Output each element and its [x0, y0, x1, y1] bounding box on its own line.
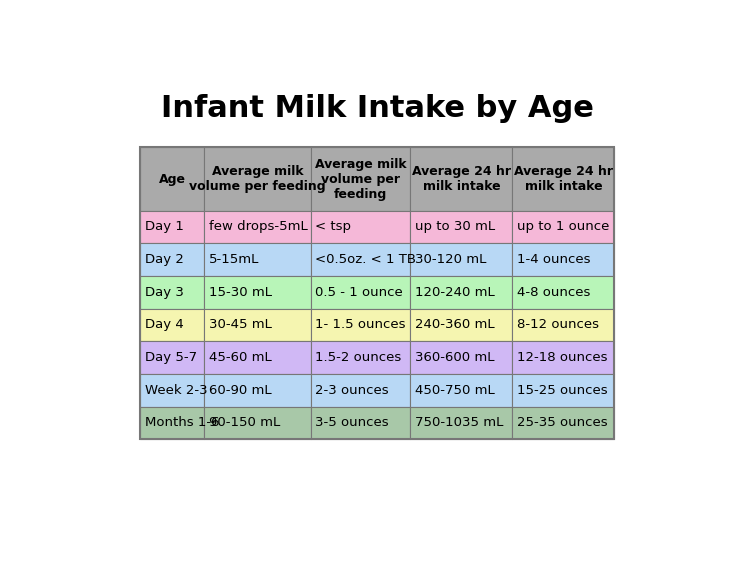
Text: Day 2: Day 2 [145, 253, 183, 266]
Bar [204, 148, 311, 211]
Text: 12-18 ounces: 12-18 ounces [517, 351, 607, 364]
Text: few drops-5mL: few drops-5mL [209, 220, 308, 233]
Bar [411, 374, 512, 407]
Bar [311, 374, 411, 407]
Bar [411, 341, 512, 374]
Text: Day 4: Day 4 [145, 319, 183, 332]
Bar [204, 211, 311, 243]
Bar [311, 407, 411, 439]
Text: 2-3 ounces: 2-3 ounces [316, 384, 389, 397]
Bar [311, 211, 411, 243]
Bar [311, 341, 411, 374]
Text: up to 30 mL: up to 30 mL [415, 220, 495, 233]
Bar [204, 407, 311, 439]
Bar [311, 308, 411, 341]
Text: Average 24 hr
milk intake: Average 24 hr milk intake [514, 165, 613, 193]
Bar [512, 243, 615, 276]
Text: 0.5 - 1 ounce: 0.5 - 1 ounce [316, 286, 403, 299]
Bar [512, 308, 615, 341]
Bar [512, 211, 615, 243]
Bar [512, 148, 615, 211]
Bar [204, 276, 311, 308]
Text: 240-360 mL: 240-360 mL [415, 319, 495, 332]
Text: Day 3: Day 3 [145, 286, 183, 299]
Bar [512, 407, 615, 439]
Bar [140, 148, 204, 211]
Bar [411, 148, 512, 211]
Text: 8-12 ounces: 8-12 ounces [517, 319, 599, 332]
Bar [512, 374, 615, 407]
Bar [204, 308, 311, 341]
Bar [411, 407, 512, 439]
Text: 45-60 mL: 45-60 mL [209, 351, 272, 364]
Text: Week 2-3: Week 2-3 [145, 384, 208, 397]
Bar [140, 374, 204, 407]
Text: Average 24 hr
milk intake: Average 24 hr milk intake [412, 165, 511, 193]
Bar [311, 243, 411, 276]
Bar [140, 407, 204, 439]
Text: 120-240 mL: 120-240 mL [415, 286, 495, 299]
Text: 30-120 mL: 30-120 mL [415, 253, 486, 266]
Text: 1- 1.5 ounces: 1- 1.5 ounces [316, 319, 406, 332]
Bar [140, 341, 204, 374]
Text: < tsp: < tsp [316, 220, 352, 233]
Bar [204, 341, 311, 374]
Text: Months 1-6: Months 1-6 [145, 416, 219, 429]
Text: 1.5-2 ounces: 1.5-2 ounces [316, 351, 402, 364]
Text: Age: Age [158, 173, 185, 186]
Text: 750-1035 mL: 750-1035 mL [415, 416, 503, 429]
Text: Day 5-7: Day 5-7 [145, 351, 197, 364]
Text: 30-45 mL: 30-45 mL [209, 319, 272, 332]
Text: 25-35 ounces: 25-35 ounces [517, 416, 608, 429]
Bar [204, 243, 311, 276]
Bar [140, 308, 204, 341]
Text: <0.5oz. < 1 TB: <0.5oz. < 1 TB [316, 253, 417, 266]
Bar [411, 308, 512, 341]
Bar [140, 211, 204, 243]
Text: up to 1 ounce: up to 1 ounce [517, 220, 609, 233]
Text: 15-25 ounces: 15-25 ounces [517, 384, 608, 397]
Text: Average milk
volume per
feeding: Average milk volume per feeding [315, 157, 406, 201]
Text: 5-15mL: 5-15mL [209, 253, 259, 266]
Bar [512, 341, 615, 374]
Bar [411, 211, 512, 243]
Text: Average milk
volume per feeding: Average milk volume per feeding [189, 165, 326, 193]
Text: 3-5 ounces: 3-5 ounces [316, 416, 389, 429]
Text: 90-150 mL: 90-150 mL [209, 416, 280, 429]
Bar [140, 148, 615, 439]
Text: 15-30 mL: 15-30 mL [209, 286, 272, 299]
Text: 450-750 mL: 450-750 mL [415, 384, 495, 397]
Bar [411, 276, 512, 308]
Bar [204, 374, 311, 407]
Text: 360-600 mL: 360-600 mL [415, 351, 495, 364]
Text: 4-8 ounces: 4-8 ounces [517, 286, 590, 299]
Bar [512, 276, 615, 308]
Bar [311, 276, 411, 308]
Text: Infant Milk Intake by Age: Infant Milk Intake by Age [160, 94, 594, 123]
Bar [140, 276, 204, 308]
Text: 60-90 mL: 60-90 mL [209, 384, 272, 397]
Bar [411, 243, 512, 276]
Text: Day 1: Day 1 [145, 220, 183, 233]
Text: 1-4 ounces: 1-4 ounces [517, 253, 590, 266]
Bar [311, 148, 411, 211]
Bar [140, 243, 204, 276]
